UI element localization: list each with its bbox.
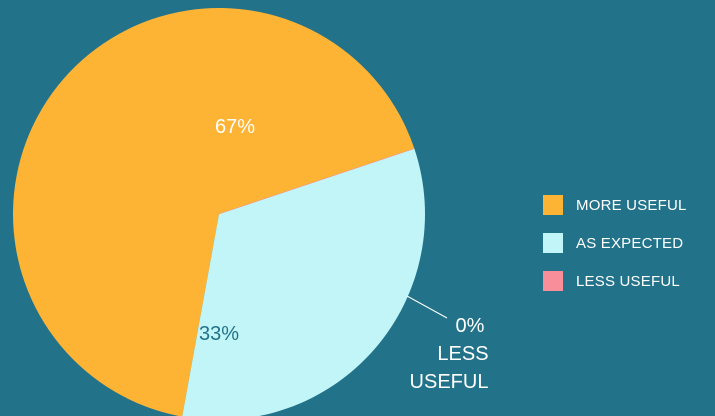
callout-label-line1: LESS xyxy=(437,343,488,365)
callout-value: 0% xyxy=(456,315,485,337)
pie-labels: 67% 33% xyxy=(199,116,255,345)
pie-slices xyxy=(13,8,425,416)
legend-swatch-less-useful xyxy=(543,271,563,291)
legend-swatch-as-expected xyxy=(543,233,563,253)
legend-label-more-useful: MORE USEFUL xyxy=(576,196,687,214)
legend-item-more-useful: MORE USEFUL xyxy=(543,195,687,215)
less-useful-callout: 0% LESS USEFUL xyxy=(406,295,489,393)
callout-leader-line xyxy=(406,295,448,319)
legend-label-less-useful: LESS USEFUL xyxy=(576,272,680,290)
legend-label-as-expected: AS EXPECTED xyxy=(576,234,684,252)
slice-label-more-useful: 67% xyxy=(215,116,255,138)
pie-slice-more-useful xyxy=(13,8,415,416)
legend-swatch-more-useful xyxy=(543,195,563,215)
slice-label-as-expected: 33% xyxy=(199,323,239,345)
legend-item-less-useful: LESS USEFUL xyxy=(543,271,687,291)
callout-label-line2: USEFUL xyxy=(410,371,489,393)
legend-item-as-expected: AS EXPECTED xyxy=(543,233,687,253)
chart-legend: MORE USEFUL AS EXPECTED LESS USEFUL xyxy=(543,195,687,291)
pie-slice-as-expected xyxy=(182,148,425,416)
pie-slice-less-useful xyxy=(218,148,415,215)
